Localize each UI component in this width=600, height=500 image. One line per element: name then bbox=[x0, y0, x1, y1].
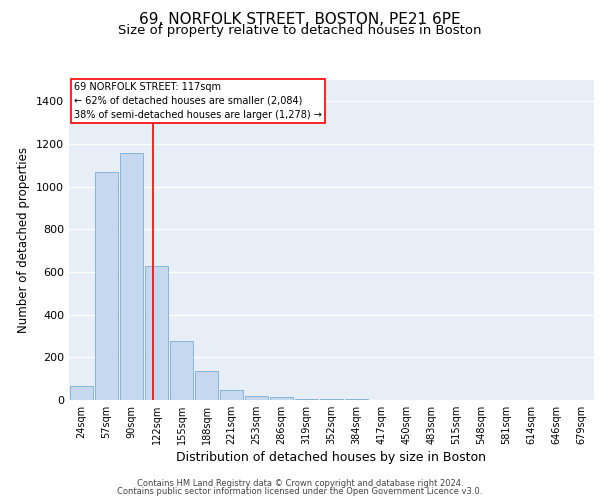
Text: Contains public sector information licensed under the Open Government Licence v3: Contains public sector information licen… bbox=[118, 487, 482, 496]
Text: 69 NORFOLK STREET: 117sqm
← 62% of detached houses are smaller (2,084)
38% of se: 69 NORFOLK STREET: 117sqm ← 62% of detac… bbox=[74, 82, 322, 120]
Bar bbox=[220, 390, 244, 400]
Bar bbox=[344, 399, 368, 400]
Bar bbox=[320, 399, 343, 400]
Bar bbox=[295, 399, 319, 400]
Bar bbox=[119, 152, 143, 400]
Bar bbox=[145, 266, 169, 400]
X-axis label: Distribution of detached houses by size in Boston: Distribution of detached houses by size … bbox=[176, 451, 487, 464]
Text: 69, NORFOLK STREET, BOSTON, PE21 6PE: 69, NORFOLK STREET, BOSTON, PE21 6PE bbox=[139, 12, 461, 28]
Bar bbox=[70, 386, 94, 400]
Y-axis label: Number of detached properties: Number of detached properties bbox=[17, 147, 31, 333]
Bar bbox=[170, 342, 193, 400]
Bar bbox=[269, 397, 293, 400]
Bar bbox=[194, 371, 218, 400]
Bar bbox=[95, 172, 118, 400]
Bar bbox=[245, 396, 268, 400]
Text: Size of property relative to detached houses in Boston: Size of property relative to detached ho… bbox=[118, 24, 482, 37]
Text: Contains HM Land Registry data © Crown copyright and database right 2024.: Contains HM Land Registry data © Crown c… bbox=[137, 478, 463, 488]
